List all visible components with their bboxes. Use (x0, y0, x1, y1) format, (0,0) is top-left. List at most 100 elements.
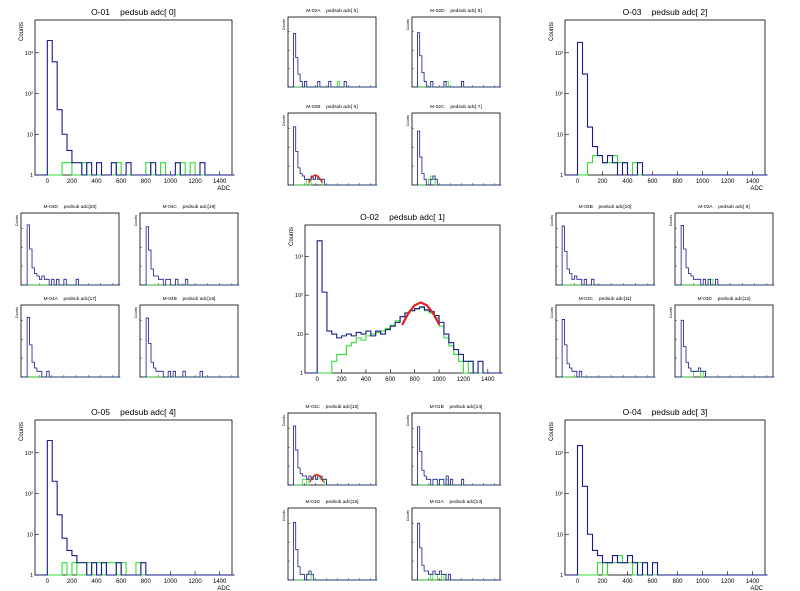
y-axis-label: Counts (550, 215, 554, 226)
histogram-bin (429, 574, 431, 580)
x-tick-label: 0 (576, 579, 580, 585)
histogram-bin (298, 567, 300, 580)
histogram-bin (52, 481, 57, 575)
x-axis-label: ADC (217, 586, 230, 591)
x-axis-label: ADC (750, 186, 763, 192)
y-axis-label: Counts (282, 510, 286, 521)
plot-title: M-01D pedsub adc[16] (306, 499, 359, 505)
histogram-bin (77, 563, 82, 575)
histogram-raw-outline (413, 426, 502, 486)
x-tick-label: 200 (337, 377, 348, 383)
histogram-bin (77, 163, 82, 175)
histogram-bin (351, 336, 356, 373)
y-tick-label: 1 (30, 573, 33, 579)
plot-title: M-02C pedsub adc[ 7] (430, 104, 482, 110)
histogram-bin (420, 157, 422, 185)
histogram-bin (698, 279, 700, 285)
series-raw (676, 319, 775, 378)
histogram-bin (39, 279, 41, 285)
plot-title-name: O-02 (360, 212, 379, 222)
histogram-bin (424, 81, 426, 87)
histogram-bin (175, 163, 180, 175)
histogram-bin (302, 476, 304, 485)
y-axis-label: Counts (406, 19, 410, 30)
plot-title-name: M-04D (44, 204, 59, 210)
histogram-bin (588, 534, 593, 575)
histogram-panel-o-04: O-04 pedsub adc[ 3] Counts ADC 0 200 400 600 800… (549, 407, 768, 591)
plot-title: M-03B pedsub adc[10] (579, 204, 632, 210)
plot-title-name: M-03C (579, 296, 594, 302)
histogram-bin (47, 441, 52, 575)
histogram-bin (420, 548, 422, 580)
histogram-bin (435, 574, 437, 580)
y-axis-label: Counts (549, 422, 555, 441)
histogram-bin (422, 470, 424, 485)
histogram-bin (459, 354, 464, 373)
histogram-raw-outline (22, 224, 121, 286)
histogram-bin (701, 371, 703, 377)
histogram-bin (37, 371, 39, 377)
histogram-bin (418, 427, 420, 485)
x-axis-label: ADC (750, 586, 763, 591)
histogram-bin (300, 574, 302, 580)
x-tick-label: 1000 (696, 579, 710, 585)
histogram-bin (435, 179, 437, 185)
y-tick-label: 10 (27, 532, 33, 538)
histogram-bin (698, 368, 700, 377)
x-tick-label: 600 (647, 579, 658, 585)
histogram-bin (574, 276, 576, 285)
histogram-bin (449, 343, 454, 373)
x-tick-label: 0 (46, 579, 50, 585)
histogram-panel-m-02b: M-02B pedsub adc[ 6] Counts (282, 104, 378, 186)
histogram-bin (708, 279, 710, 285)
histogram-raw-outline (289, 522, 378, 581)
histogram-panel-m-03b: M-03B pedsub adc[10] Counts (550, 204, 656, 286)
histogram-bin (608, 156, 613, 175)
histogram-bin (454, 350, 459, 373)
y-tick-label: 10³ (25, 451, 33, 457)
plot-title-var: pedsub adc[ 6] (326, 104, 357, 110)
histogram-panel-m-01b: M-01B pedsub adc[14] Counts (406, 404, 502, 486)
series-raw (289, 33, 378, 88)
histogram-bin (565, 251, 567, 285)
y-tick-label: 10² (25, 92, 33, 98)
histogram-bin (579, 371, 581, 377)
histogram-bin (572, 371, 574, 377)
histogram-bin (638, 563, 643, 575)
plot-frame (287, 16, 377, 88)
histogram-bin (681, 225, 683, 285)
plot-title-name: M-01D (306, 499, 321, 505)
y-tick-label: 10² (25, 492, 33, 498)
histogram-bin (82, 163, 87, 175)
y-axis-label: Counts (134, 215, 138, 226)
histogram-panel-m-01c: M-01C pedsub adc[15] Counts (282, 404, 378, 486)
x-tick-label: 200 (597, 179, 608, 185)
histogram-bin (153, 368, 155, 377)
series-raw (141, 317, 240, 378)
histogram-bin (294, 127, 296, 185)
histogram-bin (313, 476, 315, 485)
histogram-bin (686, 362, 688, 377)
histogram-bin (420, 307, 425, 373)
histogram-bin (151, 362, 153, 377)
plot-title: O-01 pedsub adc[ 0] (91, 7, 176, 17)
histogram-raw-outline (413, 130, 502, 186)
histogram-bin (462, 479, 464, 485)
histogram-panel-m-04c: M-04C pedsub adc[19] Counts (134, 204, 240, 286)
y-tick-label: 1 (300, 371, 303, 377)
plot-title: M-03D pedsub adc[12] (698, 296, 751, 302)
plot-title-name: M-03D (698, 296, 713, 302)
histogram-bin (62, 538, 67, 575)
x-tick-label: 600 (116, 579, 127, 585)
histogram-bin (298, 74, 300, 87)
y-tick-label: 10³ (295, 254, 303, 260)
histogram-bin (200, 163, 205, 175)
histogram-bin (200, 371, 202, 377)
histogram-bin (578, 42, 583, 175)
histogram-bin (688, 368, 690, 377)
histogram-panel-m-04d: M-04D pedsub adc[20] Counts (15, 204, 121, 286)
histogram-bin (307, 574, 309, 580)
x-tick-label: 600 (116, 179, 127, 185)
histogram-bin (618, 163, 623, 175)
histogram-bin (703, 279, 705, 285)
